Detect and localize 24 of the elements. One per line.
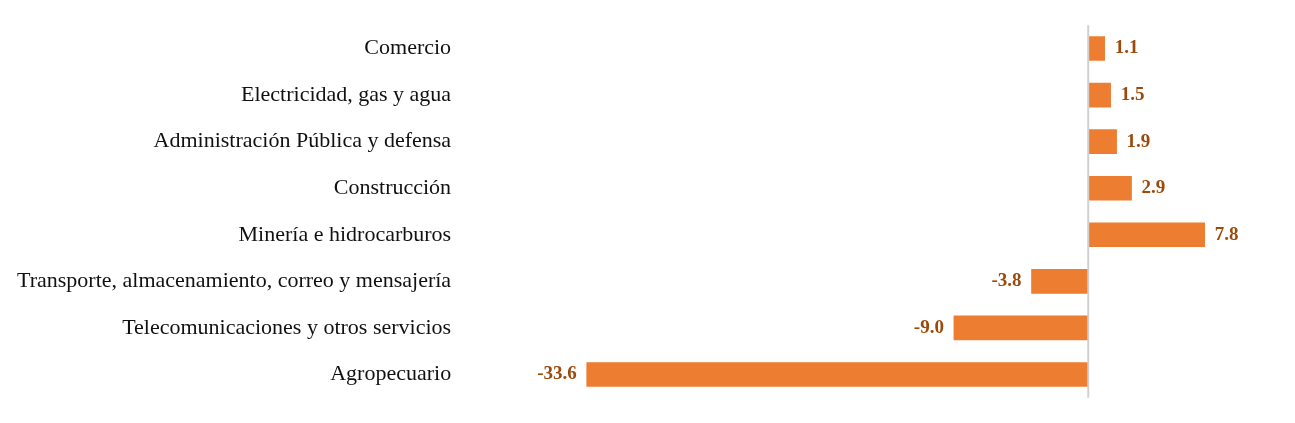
data-label: 1.5	[1120, 82, 1145, 104]
y-tick-label: Construcción	[333, 173, 452, 199]
y-tick-label: Agropecuario	[330, 360, 452, 386]
bar	[1087, 36, 1105, 61]
y-tick-label: Transporte, almacenamiento, correo y mensajería	[16, 267, 452, 293]
y-tick-label: Telecomunicaciones y otros servicios	[122, 313, 452, 339]
bar	[1087, 175, 1132, 201]
data-label: -33.6	[537, 362, 577, 384]
y-tick-label: Minería e hidrocarburos	[238, 220, 452, 246]
data-label: 1.9	[1126, 129, 1151, 151]
y-tick-label: Administración Pública y defensa	[153, 127, 452, 153]
bar	[1031, 269, 1089, 294]
data-label: -3.8	[991, 269, 1022, 291]
data-label: 2.9	[1141, 176, 1166, 198]
bar	[1087, 82, 1111, 108]
y-tick-label: Comercio	[364, 34, 452, 60]
data-label: 1.1	[1114, 36, 1139, 58]
data-label: 7.8	[1214, 222, 1239, 244]
data-label: -9.0	[913, 315, 944, 337]
bar	[586, 362, 1089, 387]
bar	[1087, 222, 1205, 248]
bar	[953, 315, 1089, 341]
y-tick-label: Electricidad, gas y agua	[240, 80, 452, 106]
bar	[1087, 129, 1117, 154]
